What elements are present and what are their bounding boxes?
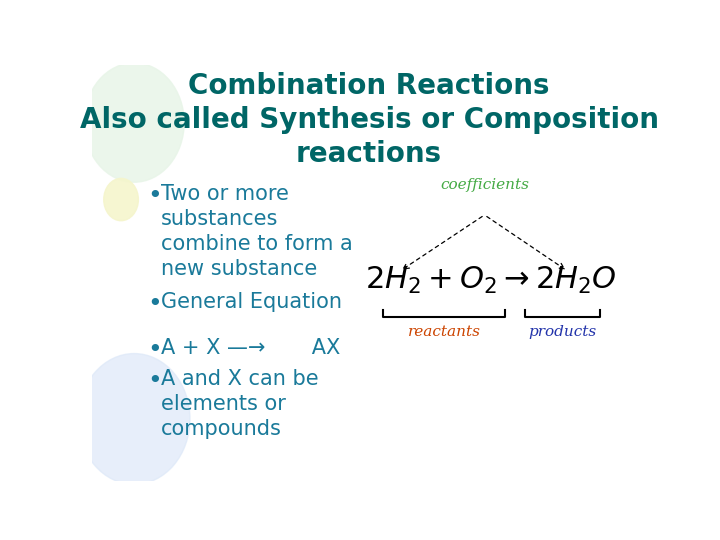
Ellipse shape xyxy=(104,178,138,221)
Text: •: • xyxy=(148,338,162,362)
Text: products: products xyxy=(528,325,596,339)
Text: reactants: reactants xyxy=(408,325,480,339)
Text: General Equation: General Equation xyxy=(161,292,342,312)
Text: Combination Reactions
Also called Synthesis or Composition
reactions: Combination Reactions Also called Synthe… xyxy=(79,72,659,167)
Text: •: • xyxy=(148,184,162,208)
Text: A and X can be
elements or
compounds: A and X can be elements or compounds xyxy=(161,369,319,438)
Text: Two or more
substances
combine to form a
new substance: Two or more substances combine to form a… xyxy=(161,184,353,279)
Text: coefficients: coefficients xyxy=(440,178,529,192)
Ellipse shape xyxy=(84,63,184,182)
Text: $2H_2+O_2\rightarrow 2H_2O$: $2H_2+O_2\rightarrow 2H_2O$ xyxy=(365,265,616,296)
Text: •: • xyxy=(148,292,162,316)
Text: •: • xyxy=(148,369,162,393)
Text: A + X —→       AX: A + X —→ AX xyxy=(161,338,341,358)
Ellipse shape xyxy=(78,354,190,484)
